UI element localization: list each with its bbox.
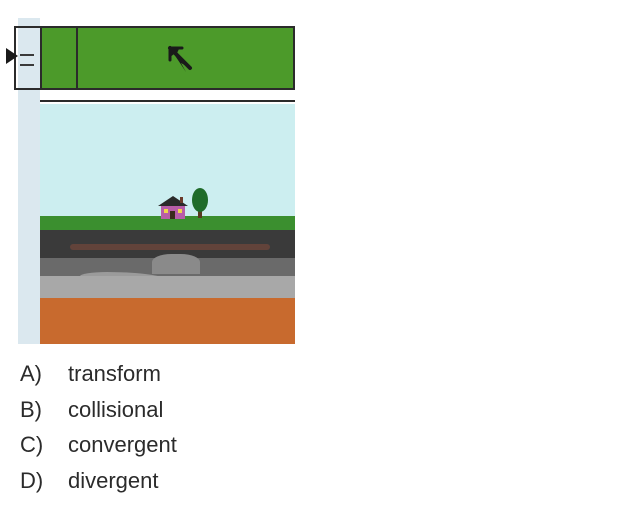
tree-icon xyxy=(192,188,208,218)
cursor-arrow-icon xyxy=(166,44,196,74)
crust-lower-layer xyxy=(40,276,295,298)
option-b[interactable]: B) collisional xyxy=(20,392,623,428)
answer-options: A) transform B) collisional C) convergen… xyxy=(20,356,623,499)
house-icon xyxy=(156,194,190,220)
option-d[interactable]: D) divergent xyxy=(20,463,623,499)
sediment-streak xyxy=(70,244,270,250)
control-anchor-box xyxy=(14,26,78,90)
option-text: transform xyxy=(68,356,161,392)
mantle-layer xyxy=(40,298,295,344)
play-triangle-icon xyxy=(6,48,18,64)
option-text: collisional xyxy=(68,392,163,428)
option-c[interactable]: C) convergent xyxy=(20,427,623,463)
rock-bulge xyxy=(152,254,200,274)
option-text: convergent xyxy=(68,427,177,463)
anchor-tick xyxy=(20,64,34,66)
option-letter: A) xyxy=(20,356,68,392)
option-text: divergent xyxy=(68,463,159,499)
option-letter: C) xyxy=(20,427,68,463)
option-a[interactable]: A) transform xyxy=(20,356,623,392)
option-letter: D) xyxy=(20,463,68,499)
anchor-tick xyxy=(20,54,34,56)
cross-section-diagram xyxy=(40,18,295,344)
option-letter: B) xyxy=(20,392,68,428)
divider-line xyxy=(40,100,295,102)
plate-boundary-figure xyxy=(18,18,295,344)
